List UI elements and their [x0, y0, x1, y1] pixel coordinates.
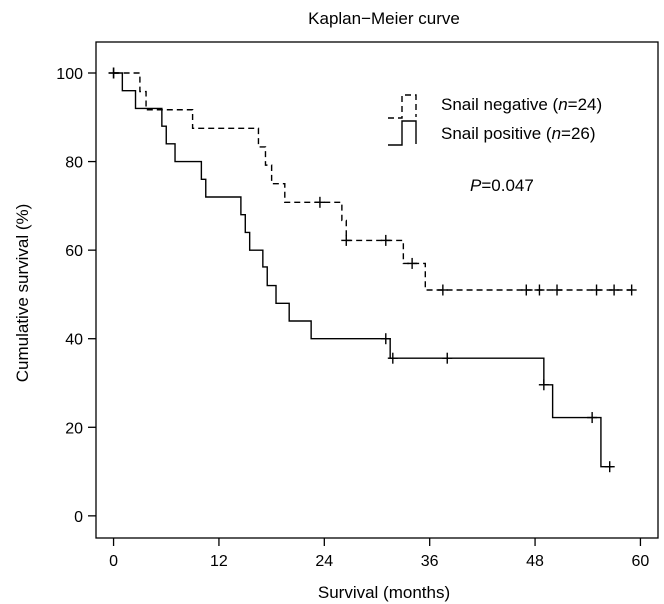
y-axis-ticks: 0 20 40 60 80 100 [56, 66, 96, 526]
series-line-snail-negative [113, 72, 632, 291]
x-tick-label-12: 12 [210, 553, 228, 570]
legend-item-snail-negative: Snail negative (n=24) [388, 94, 602, 119]
legend-symbol-snail-negative [388, 94, 417, 119]
legend-label-snail-positive: Snail positive (n=26) [441, 124, 596, 143]
y-tick-label-20: 20 [65, 420, 83, 437]
y-tick-label-40: 40 [65, 332, 83, 349]
y-tick-label-80: 80 [65, 155, 83, 172]
legend-item-snail-positive: Snail positive (n=26) [388, 120, 596, 146]
p-value-annotation: P=0.047 [470, 176, 534, 195]
x-tick-label-36: 36 [421, 553, 439, 570]
y-tick-label-0: 0 [74, 509, 83, 526]
series-line-snail-positive [113, 72, 613, 468]
y-tick-label-100: 100 [56, 66, 83, 83]
x-axis-label: Survival (months) [318, 583, 450, 602]
legend-label-snail-negative: Snail negative (n=24) [441, 95, 602, 114]
series-layer [108, 67, 637, 473]
x-tick-label-0: 0 [109, 553, 118, 570]
y-axis-label: Cumulative survival (%) [13, 204, 32, 383]
legend: Snail negative (n=24) Snail positive (n=… [388, 94, 602, 146]
legend-symbol-snail-positive [388, 120, 417, 146]
chart-title: Kaplan−Meier curve [308, 9, 460, 28]
x-tick-label-48: 48 [526, 553, 544, 570]
plot-frame [95, 41, 659, 539]
axes [95, 41, 659, 539]
y-tick-label-60: 60 [65, 243, 83, 260]
x-axis-ticks: 0 12 24 36 48 60 [109, 538, 649, 570]
x-tick-label-24: 24 [315, 553, 333, 570]
x-tick-label-60: 60 [632, 553, 650, 570]
